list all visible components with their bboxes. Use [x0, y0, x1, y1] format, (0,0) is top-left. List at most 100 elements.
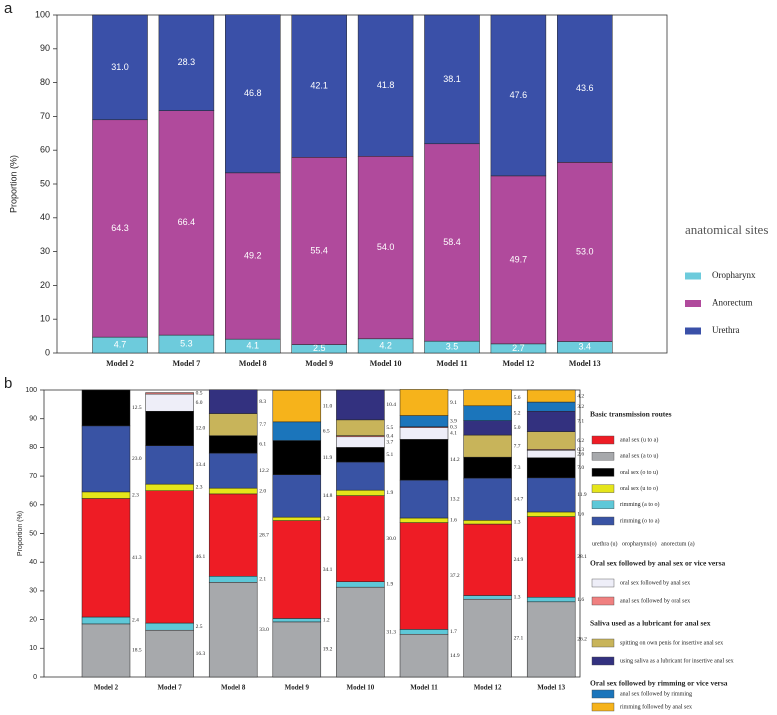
- bar-segment: [399, 389, 449, 416]
- value-label: 12.5: [132, 405, 142, 411]
- value-label: 7.7: [514, 443, 521, 449]
- bar-segment: [272, 474, 322, 518]
- bar-segment: [145, 393, 194, 412]
- bar-segment: [208, 389, 258, 414]
- bar-segment: [463, 520, 512, 525]
- bar-segment: [526, 389, 576, 403]
- value-label: 4.1: [450, 431, 457, 437]
- bar-segment: [272, 390, 322, 423]
- value-label: 55.4: [310, 245, 328, 255]
- bar-segment: [424, 143, 480, 342]
- bar-segment: [336, 389, 385, 421]
- value-label: 3.5: [446, 341, 459, 351]
- legend-heading: Oral sex followed by rimming or vice ver…: [590, 679, 728, 688]
- y-tick-label: 90: [29, 416, 37, 423]
- bar-segment: [158, 110, 215, 336]
- bar-segment: [272, 621, 322, 678]
- bar-segment: [145, 622, 194, 631]
- value-label: 10.4: [386, 402, 396, 408]
- value-label: 54.0: [377, 242, 395, 252]
- value-label: 4.2: [379, 340, 392, 350]
- legend-label: anal sex (a to u): [620, 453, 658, 460]
- value-label: 7.0: [577, 465, 584, 471]
- bar-segment: [145, 629, 194, 678]
- bar-segment: [424, 14, 480, 145]
- bar-segment: [526, 410, 576, 432]
- value-label: 47.6: [510, 90, 528, 100]
- bar-segment: [399, 415, 449, 427]
- legend-swatch: [591, 656, 615, 666]
- legend-label: rimming (a to o): [620, 501, 660, 508]
- bar-segment: [399, 439, 449, 481]
- value-label: 1.3: [514, 519, 521, 525]
- legend-swatch: [685, 327, 701, 335]
- value-label: 1.7: [450, 629, 457, 635]
- bar-segment: [272, 440, 322, 475]
- legend-swatch: [591, 578, 615, 588]
- bar-segment: [336, 581, 385, 588]
- bar-segment: [526, 431, 576, 450]
- bar-segment: [399, 479, 449, 519]
- value-label: 41.8: [377, 80, 395, 90]
- value-label: 24.9: [514, 557, 524, 563]
- value-label: 8.3: [259, 399, 266, 405]
- value-label: 5.2: [514, 411, 521, 417]
- value-label: 1.9: [386, 490, 393, 496]
- bar-segment: [145, 392, 194, 395]
- y-tick-label: 0: [33, 674, 37, 681]
- y-tick-label: 30: [29, 588, 37, 595]
- legend-note: urethra (u) oropharynx(o) anorectum (a): [592, 540, 695, 547]
- value-label: 3.2: [577, 404, 584, 410]
- bar-segment: [336, 495, 385, 582]
- y-tick-label: 20: [40, 280, 50, 290]
- value-label: 2.3: [132, 492, 139, 498]
- y-axis-label: Proportion (%): [8, 155, 18, 213]
- y-tick-label: 60: [40, 145, 50, 155]
- bar-segment: [526, 601, 576, 678]
- bar-segment: [490, 14, 547, 177]
- bar-segment: [81, 623, 131, 678]
- y-tick-label: 0: [45, 347, 50, 357]
- bar-segment: [208, 582, 258, 678]
- bar-segment: [208, 493, 258, 577]
- legend-label: rimming (o to a): [620, 517, 660, 524]
- panel-label: a: [4, 0, 13, 17]
- x-tick-label: Model 12: [474, 684, 502, 692]
- bar-segment: [490, 175, 547, 345]
- value-label: 42.1: [310, 81, 328, 91]
- legend-swatch: [591, 596, 615, 606]
- bar-segment: [557, 162, 613, 342]
- value-label: 28.3: [178, 57, 196, 67]
- value-label: 14.9: [450, 653, 460, 659]
- bar-segment: [291, 14, 347, 158]
- y-tick-label: 10: [40, 314, 50, 324]
- value-label: 58.4: [443, 237, 461, 247]
- x-tick-label: Model 2: [106, 359, 134, 368]
- bar-segment: [81, 498, 131, 618]
- bar-segment: [557, 14, 613, 163]
- legend-swatch: [685, 300, 701, 307]
- bar-segment: [526, 450, 576, 458]
- value-label: 4.7: [114, 339, 127, 349]
- value-label: 38.1: [443, 74, 461, 84]
- bar-segment: [81, 616, 131, 625]
- y-axis-label: Proportion (%): [17, 511, 24, 556]
- value-label: 13.2: [450, 496, 460, 502]
- value-label: 26.2: [577, 637, 587, 643]
- x-tick-label: Model 7: [157, 684, 182, 692]
- value-label: 9.1: [450, 400, 457, 406]
- x-tick-label: Model 2: [94, 684, 119, 692]
- bar-segment: [92, 119, 148, 338]
- value-label: 7.3: [514, 465, 521, 471]
- y-tick-label: 80: [40, 77, 50, 87]
- bar-segment: [463, 456, 512, 479]
- value-label: 2.0: [259, 488, 266, 494]
- value-label: 28.1: [577, 554, 587, 560]
- bar-segment: [463, 389, 512, 407]
- legend-swatch: [591, 702, 615, 712]
- bar-segment: [526, 511, 576, 517]
- bar-segment: [463, 598, 512, 678]
- bar-segment: [463, 434, 512, 458]
- bar-segment: [92, 14, 148, 121]
- bar-segment: [336, 447, 385, 463]
